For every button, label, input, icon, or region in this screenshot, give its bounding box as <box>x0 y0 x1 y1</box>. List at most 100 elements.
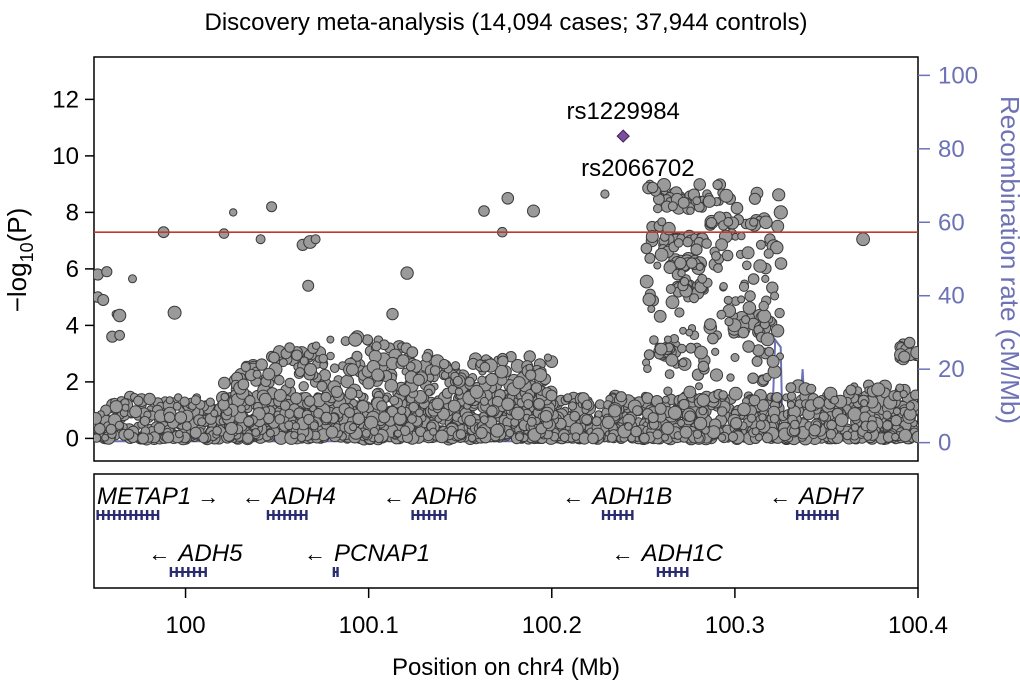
lead-snp-label: rs1229984 <box>566 98 679 125</box>
snp-point <box>297 433 307 443</box>
snp-point <box>698 406 708 416</box>
gene-exon <box>187 567 190 577</box>
snp-point <box>421 352 432 363</box>
snp-point <box>330 385 343 398</box>
snp-point <box>751 355 763 367</box>
snp-point <box>677 268 686 278</box>
snp-point <box>748 394 761 407</box>
snp-point <box>713 263 723 274</box>
snp-point <box>647 412 659 424</box>
snp-point <box>747 413 757 423</box>
snp-point <box>723 217 734 227</box>
snp-point <box>692 196 702 206</box>
y2-tick-label: 80 <box>938 136 965 163</box>
snp-point <box>291 349 303 361</box>
snp-point <box>661 421 675 435</box>
gene-direction-arrow: ← <box>304 541 326 566</box>
snp-point <box>766 354 780 368</box>
gene-exon <box>601 510 605 520</box>
gene-exon <box>288 510 292 520</box>
snp-point <box>455 429 467 440</box>
snp-point <box>198 432 209 444</box>
snp-point <box>653 261 662 270</box>
snp-point <box>786 400 796 409</box>
gene-direction-arrow: ← <box>148 541 170 566</box>
gene-exon <box>619 510 622 520</box>
snp-point <box>242 432 254 444</box>
snp-point <box>673 238 684 248</box>
snp-point <box>899 390 908 399</box>
snp-point <box>197 417 207 427</box>
snp-point <box>758 300 769 312</box>
snp-point <box>326 335 335 344</box>
gene-label: ADH7 <box>797 483 865 510</box>
lead-snp-marker <box>616 129 630 143</box>
snp-point <box>704 318 717 331</box>
snp-point <box>567 401 578 411</box>
snp-point <box>167 305 182 320</box>
snp-point <box>825 428 837 440</box>
snp-point <box>114 329 125 341</box>
snp-point <box>719 282 728 291</box>
snp-point <box>679 326 687 335</box>
snp-point <box>679 277 690 287</box>
snp-point <box>591 416 602 427</box>
snp-point <box>741 246 755 260</box>
snp-point <box>744 290 756 302</box>
snp-point <box>469 384 484 399</box>
snp-point <box>284 377 296 389</box>
snp-point <box>644 252 656 264</box>
snp-point <box>646 181 659 194</box>
snp-point <box>702 195 716 208</box>
snp-point <box>237 404 246 414</box>
snp-point <box>274 374 285 386</box>
snp-point <box>747 273 760 285</box>
gene-label: ADH1B <box>590 483 672 510</box>
snp-point <box>123 428 135 440</box>
snp-point <box>569 410 581 422</box>
lead-snp-layer <box>616 129 630 143</box>
snp-point <box>652 429 663 440</box>
gene-direction-arrow: ← <box>612 541 634 566</box>
snp-point <box>667 405 683 420</box>
snp-point <box>273 388 287 402</box>
snp-point <box>774 307 785 319</box>
snp-point <box>162 431 175 444</box>
snp-point <box>664 369 675 380</box>
snp-point <box>679 425 693 439</box>
snp-point <box>243 416 255 427</box>
snp-point <box>695 382 703 391</box>
snp-point <box>189 426 202 439</box>
snp-point <box>101 266 113 278</box>
snp-point <box>711 251 721 261</box>
gene-exon <box>129 510 132 520</box>
snp-point <box>344 387 358 400</box>
snp-point <box>685 328 694 337</box>
snp-point <box>447 399 461 413</box>
snp-point <box>723 295 733 305</box>
snp-point <box>412 373 425 386</box>
snp-point <box>406 346 419 359</box>
snp-point <box>114 420 125 430</box>
snp-point <box>697 273 708 284</box>
gene-exon <box>151 510 154 520</box>
y2-tick-label: 60 <box>938 209 965 236</box>
snp-point <box>866 420 878 432</box>
snp-point <box>396 354 410 367</box>
snp-point <box>523 399 534 410</box>
snp-point <box>129 405 143 419</box>
snp-point <box>842 430 852 441</box>
gene-exon <box>674 567 677 577</box>
gene-exon <box>169 567 173 577</box>
gene-exon <box>283 510 286 520</box>
snp-point <box>94 412 102 425</box>
snp-point <box>218 228 230 239</box>
gene-exon <box>305 510 308 520</box>
snp-point <box>748 192 762 205</box>
snp-point <box>654 402 667 415</box>
snp-point <box>639 432 650 444</box>
y2-tick-label: 0 <box>938 430 951 457</box>
snp-point <box>369 426 379 436</box>
gene-exon <box>607 510 611 520</box>
snp-point <box>284 342 295 353</box>
